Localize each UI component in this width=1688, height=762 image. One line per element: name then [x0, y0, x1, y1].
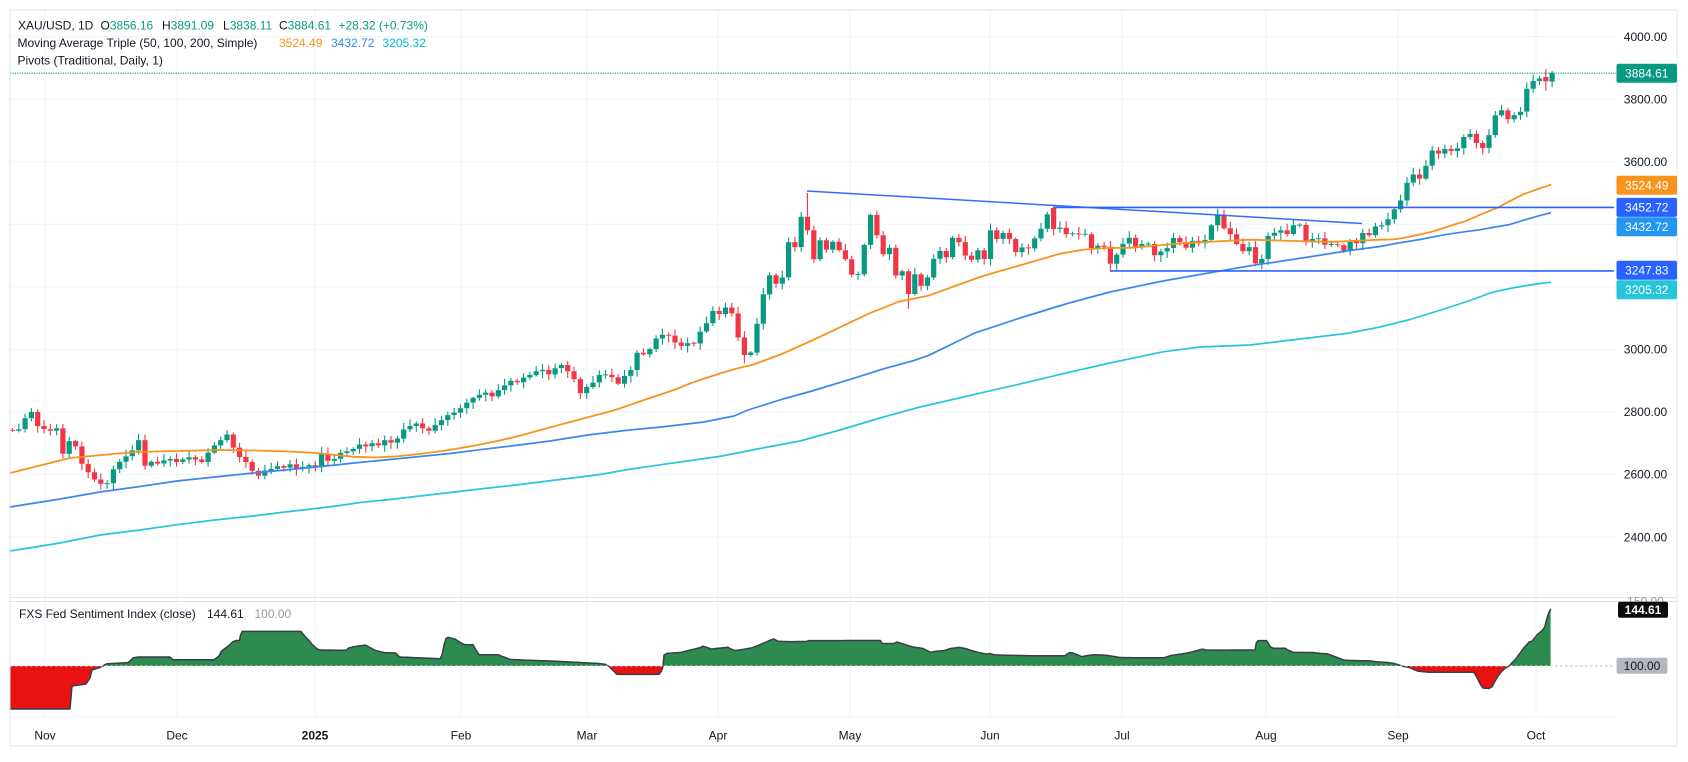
svg-text:144.61: 144.61 [1625, 603, 1662, 617]
svg-text:Moving Average Triple (50, 100: Moving Average Triple (50, 100, 200, Sim… [18, 36, 427, 50]
svg-text:4000.00: 4000.00 [1624, 30, 1668, 44]
svg-text:Feb: Feb [451, 729, 472, 743]
svg-text:Pivots (Traditional, Daily, 1): Pivots (Traditional, Daily, 1) [18, 54, 163, 68]
svg-text:3247.83: 3247.83 [1625, 264, 1669, 278]
svg-text:FXS Fed Sentiment Index (close: FXS Fed Sentiment Index (close) 144.61 100… [19, 607, 292, 621]
svg-text:Sep: Sep [1387, 729, 1409, 743]
svg-text:2800.00: 2800.00 [1624, 405, 1668, 419]
svg-text:3452.72: 3452.72 [1625, 201, 1669, 215]
svg-text:Dec: Dec [166, 729, 187, 743]
svg-text:2600.00: 2600.00 [1624, 468, 1668, 482]
svg-text:2400.00: 2400.00 [1624, 530, 1668, 544]
svg-text:3205.32: 3205.32 [1625, 283, 1669, 297]
svg-text:Mar: Mar [577, 729, 598, 743]
svg-text:Oct: Oct [1527, 729, 1546, 743]
svg-text:3800.00: 3800.00 [1624, 92, 1668, 106]
svg-text:3884.61: 3884.61 [1625, 66, 1669, 80]
svg-text:Apr: Apr [709, 729, 728, 743]
svg-text:Jul: Jul [1114, 729, 1129, 743]
svg-text:3524.49: 3524.49 [1625, 179, 1669, 193]
svg-text:3000.00: 3000.00 [1624, 343, 1668, 357]
svg-text:Jun: Jun [980, 729, 999, 743]
svg-text:May: May [839, 729, 862, 743]
svg-text:Aug: Aug [1255, 729, 1276, 743]
svg-text:2025: 2025 [302, 729, 329, 743]
svg-text:100.00: 100.00 [1624, 659, 1661, 673]
svg-text:3600.00: 3600.00 [1624, 155, 1668, 169]
svg-text:3432.72: 3432.72 [1625, 220, 1669, 234]
svg-text:Nov: Nov [34, 729, 55, 743]
